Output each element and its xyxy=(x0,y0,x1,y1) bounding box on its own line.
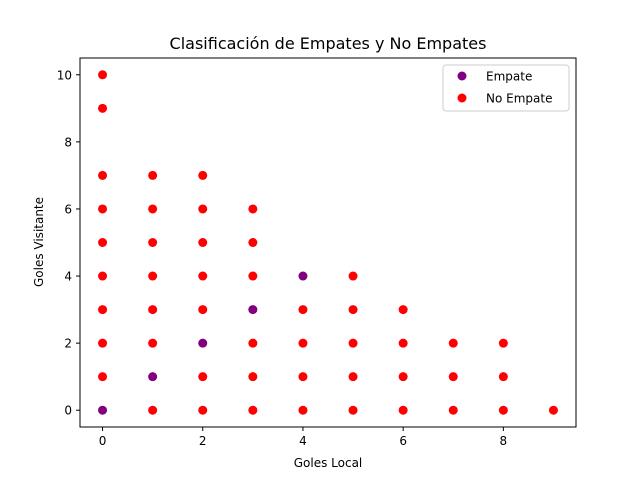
data-point xyxy=(198,338,208,348)
series-no-empate xyxy=(98,70,558,415)
data-point xyxy=(298,338,308,348)
y-tick-label: 4 xyxy=(64,270,72,284)
data-point xyxy=(348,271,358,281)
y-axis-ticks: 0 2 4 6 8 10 xyxy=(57,68,80,418)
legend-marker-empate xyxy=(457,71,467,81)
x-axis-ticks: 0 2 4 6 8 xyxy=(99,427,507,448)
x-tick-label: 4 xyxy=(299,434,307,448)
data-point xyxy=(248,204,258,214)
data-point xyxy=(198,372,208,382)
data-point xyxy=(348,305,358,315)
legend: Empate No Empate xyxy=(442,64,570,112)
data-point xyxy=(198,405,208,415)
y-tick-label: 2 xyxy=(64,337,72,351)
chart-title: Clasificación de Empates y No Empates xyxy=(170,34,487,53)
data-point xyxy=(198,305,208,315)
data-point xyxy=(98,70,108,80)
data-point xyxy=(498,338,508,348)
legend-box xyxy=(442,64,570,112)
y-axis-label: Goles Visitante xyxy=(32,197,46,287)
data-point xyxy=(198,170,208,180)
data-point xyxy=(98,372,108,382)
data-point xyxy=(298,271,308,281)
data-point xyxy=(148,338,158,348)
data-point xyxy=(398,372,408,382)
data-point xyxy=(398,405,408,415)
legend-marker-no-empate xyxy=(457,93,467,103)
data-point xyxy=(98,305,108,315)
data-point xyxy=(298,372,308,382)
data-point xyxy=(548,405,558,415)
data-point xyxy=(298,305,308,315)
data-point xyxy=(148,238,158,247)
data-point xyxy=(198,238,208,247)
data-point xyxy=(448,338,458,348)
x-tick-label: 0 xyxy=(99,434,107,448)
data-point xyxy=(148,271,158,281)
y-tick-label: 10 xyxy=(57,68,72,82)
data-point xyxy=(148,170,158,180)
data-point xyxy=(148,405,158,415)
data-point xyxy=(98,238,108,247)
plot-marks xyxy=(98,70,558,415)
x-axis-label: Goles Local xyxy=(294,456,363,470)
data-point xyxy=(248,238,258,247)
data-point xyxy=(348,372,358,382)
data-point xyxy=(198,271,208,281)
data-point xyxy=(448,405,458,415)
data-point xyxy=(348,338,358,348)
data-point xyxy=(398,338,408,348)
data-point xyxy=(98,170,108,180)
data-point xyxy=(148,204,158,214)
y-tick-label: 8 xyxy=(64,135,72,149)
data-point xyxy=(248,305,258,315)
legend-label-empate: Empate xyxy=(486,70,532,84)
data-point xyxy=(248,372,258,382)
data-point xyxy=(98,338,108,348)
plot-frame xyxy=(79,57,577,428)
data-point xyxy=(98,204,108,214)
data-point xyxy=(98,103,108,113)
series-empate xyxy=(98,271,308,415)
x-tick-label: 8 xyxy=(500,434,508,448)
x-tick-label: 2 xyxy=(199,434,207,448)
y-tick-label: 0 xyxy=(64,404,72,418)
x-tick-label: 6 xyxy=(399,434,407,448)
data-point xyxy=(498,405,508,415)
data-point xyxy=(98,405,108,415)
data-point xyxy=(448,372,458,382)
data-point xyxy=(198,204,208,214)
data-point xyxy=(248,271,258,281)
data-point xyxy=(248,405,258,415)
legend-label-no-empate: No Empate xyxy=(486,92,552,106)
data-point xyxy=(148,305,158,315)
data-point xyxy=(298,405,308,415)
data-point xyxy=(98,271,108,281)
y-tick-label: 6 xyxy=(64,202,72,216)
data-point xyxy=(148,372,158,382)
data-point xyxy=(498,372,508,382)
data-point xyxy=(248,338,258,348)
data-point xyxy=(398,305,408,315)
data-point xyxy=(348,405,358,415)
